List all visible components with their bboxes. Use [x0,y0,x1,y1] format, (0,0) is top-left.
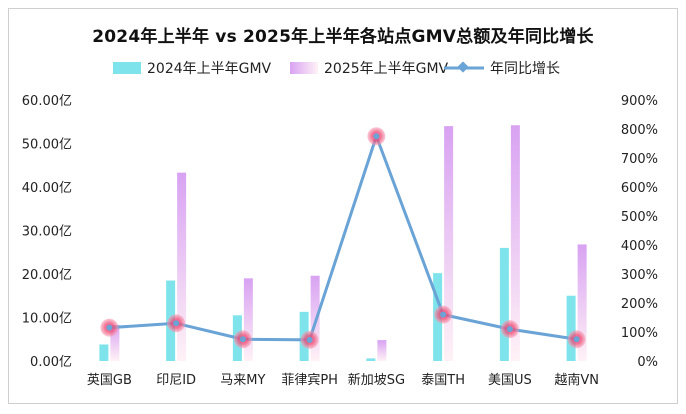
bar-2025 [510,125,520,361]
x-tick-label: 美国US [488,373,532,388]
x-tick-label: 印尼ID [156,373,196,388]
y-left-tick-label: 0.00亿 [30,355,72,370]
x-tick-label: 泰国TH [421,373,465,388]
bar-2024 [366,358,376,361]
legend-label-2024: 2024年上半年GMV [147,61,272,77]
growth-marker-dot [573,336,580,343]
legend-label-2025: 2025年上半年GMV [324,61,449,77]
y-right-tick-label: 200% [621,297,658,312]
legend-swatch-growth-marker [457,61,469,73]
bar-2025 [243,278,253,361]
bar-2024 [99,344,109,361]
y-right-tick-label: 700% [621,152,658,167]
bar-2024 [499,247,509,361]
growth-marker-dot [173,320,180,327]
bar-2025 [177,172,187,361]
growth-marker-dot [239,336,246,343]
y-right-tick-label: 300% [621,268,658,283]
y-left-tick-label: 40.00亿 [22,181,72,196]
growth-marker-dot [440,311,447,318]
y-left-tick-label: 30.00亿 [22,225,72,240]
growth-line [100,127,586,349]
bar-2025 [444,126,454,361]
y-right-tick-label: 800% [621,123,658,138]
bar-2024 [566,295,576,361]
legend: 2024年上半年GMV 2025年上半年GMV 年同比增长 [113,61,560,77]
bar-2025 [377,340,387,361]
growth-marker-dot [306,336,313,343]
x-axis-labels: 英国GB 印尼ID 马来MY 菲律宾PH 新加坡SG 泰国TH 美国US 越南VN [87,372,599,388]
y-right-tick-label: 900% [621,94,658,109]
y-right-tick-label: 600% [621,181,658,196]
bar-2025 [110,324,120,361]
y-left-tick-label: 50.00亿 [22,138,72,153]
legend-label-growth: 年同比增长 [490,61,560,77]
growth-marker-dot [373,133,380,140]
legend-swatch-2025 [290,62,318,74]
y-axis-left: 0.00亿 10.00亿 20.00亿 30.00亿 40.00亿 50.00亿 60.00… [22,94,72,370]
legend-swatch-2024 [113,62,141,74]
growth-marker-dot [506,326,513,333]
x-tick-label: 新加坡SG [348,372,405,388]
y-left-tick-label: 10.00亿 [22,312,72,327]
y-left-tick-label: 60.00亿 [22,94,72,109]
x-tick-label: 越南VN [554,372,599,388]
x-tick-label: 马来MY [220,373,265,388]
x-tick-label: 菲律宾PH [281,372,338,388]
growth-line-path [109,134,577,342]
x-tick-label: 英国GB [87,373,132,388]
y-right-tick-label: 0% [637,355,658,370]
y-right-tick-label: 500% [621,210,658,225]
chart-title: 2024年上半年 vs 2025年上半年各站点GMV总额及年同比增长 [92,27,594,47]
y-right-tick-label: 100% [621,326,658,341]
y-right-tick-label: 400% [621,239,658,254]
growth-marker-dot [106,324,113,331]
bar-2025 [577,244,587,361]
y-axis-right: 0% 100% 200% 300% 400% 500% 600% 700% 800% 900% [621,94,658,370]
y-left-tick-label: 20.00亿 [22,268,72,283]
